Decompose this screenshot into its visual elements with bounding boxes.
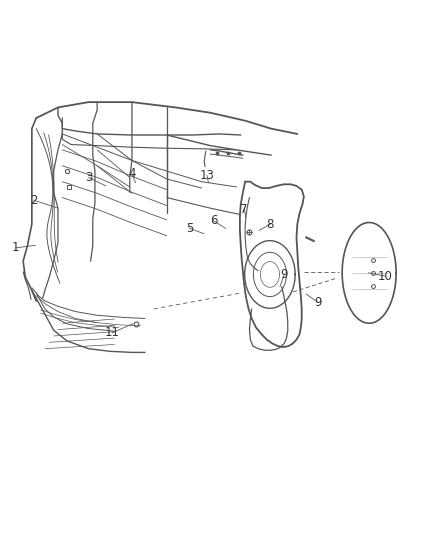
- Text: 11: 11: [105, 326, 120, 340]
- Text: 2: 2: [30, 193, 38, 207]
- Text: 7: 7: [240, 203, 248, 216]
- Text: 9: 9: [280, 268, 288, 281]
- Text: 3: 3: [85, 171, 92, 184]
- Text: 13: 13: [199, 169, 214, 182]
- Text: 5: 5: [186, 222, 193, 235]
- Text: 6: 6: [210, 214, 218, 228]
- Text: 10: 10: [378, 270, 393, 282]
- Text: 8: 8: [267, 217, 274, 231]
- Text: 1: 1: [11, 241, 19, 254]
- Text: 9: 9: [314, 296, 322, 309]
- Text: 4: 4: [128, 167, 136, 180]
